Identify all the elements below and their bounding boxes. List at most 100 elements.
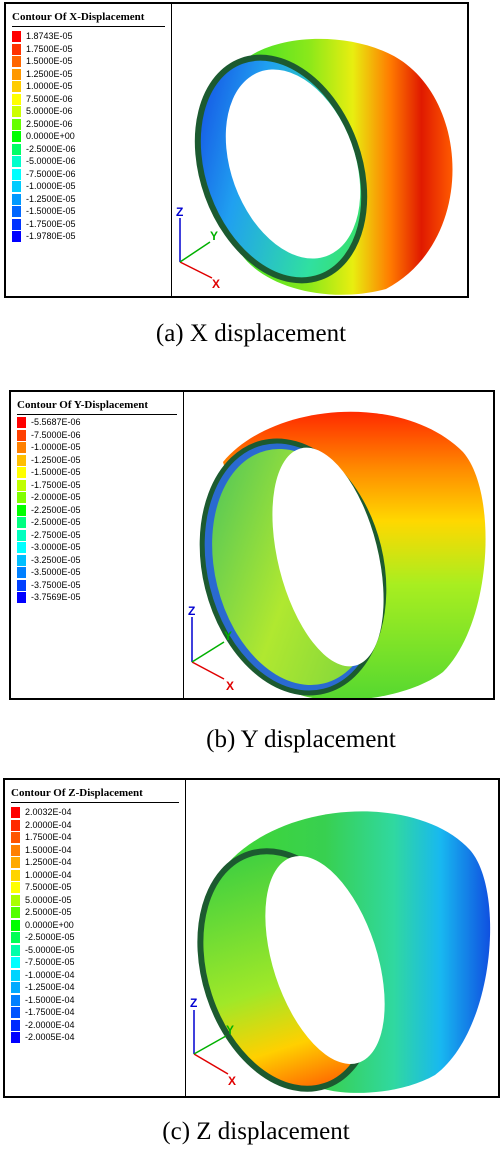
cylinder-y-model	[199, 411, 486, 698]
legend-label: -1.2500E-05	[31, 454, 81, 465]
legend-label: 1.0000E-05	[26, 81, 73, 91]
legend-swatch	[12, 206, 21, 217]
axis-label-z: Z	[190, 996, 197, 1010]
legend-row: -1.2500E-04	[11, 982, 75, 993]
legend-row: 0.0000E+00	[11, 919, 74, 931]
legend-label: 1.7500E-05	[26, 43, 73, 54]
legend-row: -3.7500E-05	[17, 579, 81, 591]
legend-label: -2.7500E-05	[31, 529, 81, 540]
legend-label: 5.0000E-06	[26, 106, 73, 116]
panel-y-displacement: Contour Of Y-Displacement -5.5687E-06 -7.…	[9, 390, 495, 700]
legend-swatch	[11, 969, 20, 981]
legend-label: -3.5000E-05	[31, 567, 81, 577]
legend-swatch	[17, 517, 26, 528]
axes-triad-x: Z Y X	[176, 205, 220, 289]
legend-swatch	[17, 467, 26, 478]
legend-row: -3.7569E-05	[17, 592, 81, 603]
legend-label: -7.5000E-06	[26, 168, 76, 179]
legend-row: -3.5000E-05	[17, 567, 81, 578]
legend-swatch	[11, 832, 20, 843]
cylinder-opening	[225, 69, 361, 259]
legend-swatch	[11, 957, 20, 968]
axes-triad-y: Z Y X	[188, 604, 234, 692]
legend-swatch	[17, 542, 26, 553]
legend-label: -1.5000E-04	[25, 994, 75, 1005]
panel-z-displacement: Contour Of Z-Displacement 2.0032E-04 2.00…	[3, 778, 500, 1098]
legend-row: -2.5000E-05	[11, 932, 75, 943]
cylinder-x-model	[194, 38, 453, 295]
legend-swatch	[17, 454, 26, 466]
legend-swatch	[12, 218, 21, 230]
axis-label-x: X	[226, 679, 234, 692]
legend-label: -1.7500E-04	[25, 1007, 75, 1017]
legend-swatch	[11, 819, 20, 831]
legend-label: 1.7500E-04	[25, 832, 72, 842]
legend-label: 2.5000E-05	[25, 907, 72, 917]
legend-row: -1.0000E-04	[11, 969, 75, 981]
legend-label: -5.5687E-06	[31, 417, 81, 427]
legend-row: -1.2500E-05	[12, 193, 76, 205]
legend-label: -7.5000E-05	[25, 957, 75, 967]
legend-row: 1.0000E-05	[12, 81, 73, 92]
legend-label: 2.0032E-04	[25, 807, 72, 817]
axis-label-y: Y	[210, 229, 218, 243]
legend-swatch	[12, 56, 21, 67]
legend-swatch	[11, 882, 20, 893]
legend-swatch	[11, 994, 20, 1006]
legend-label: 0.0000E+00	[26, 131, 75, 141]
legend-y: Contour Of Y-Displacement -5.5687E-06 -7.…	[11, 392, 184, 698]
legend-row: -7.5000E-06	[12, 168, 76, 180]
legend-row: 5.0000E-05	[11, 894, 72, 906]
axis-label-z: Z	[176, 205, 183, 219]
legend-label: -1.9780E-05	[26, 231, 76, 241]
legend-swatch	[11, 807, 20, 818]
legend-label: -7.5000E-06	[31, 429, 81, 440]
legend-swatch	[11, 1032, 20, 1043]
legend-label: -5.0000E-05	[25, 944, 75, 955]
legend-row: -1.7500E-04	[11, 1007, 75, 1018]
legend-label: -2.2500E-05	[31, 504, 81, 515]
legend-row: -2.5000E-06	[12, 143, 76, 155]
legend-row: -2.5000E-05	[17, 517, 81, 528]
legend-row: 2.5000E-05	[11, 907, 72, 918]
legend-swatch	[12, 181, 21, 192]
legend-swatch	[17, 567, 26, 578]
legend-swatch	[17, 504, 26, 516]
legend-swatch	[12, 43, 21, 55]
legend-label: -1.0000E-04	[25, 969, 75, 980]
cylinder-opening	[272, 447, 384, 667]
legend-row: -3.0000E-05	[17, 542, 81, 553]
legend-swatch	[12, 118, 21, 130]
legend-row: 1.5000E-05	[12, 56, 73, 67]
legend-row: -1.0000E-05	[12, 181, 76, 192]
legend-row: 1.5000E-04	[11, 844, 72, 856]
legend-label: 1.5000E-05	[26, 56, 73, 66]
legend-swatch	[17, 529, 26, 541]
caption-y: (b) Y displacement	[206, 726, 396, 753]
legend-label: -1.2500E-04	[25, 982, 75, 992]
legend-swatch	[11, 932, 20, 943]
axis-label-y: Y	[226, 1023, 234, 1037]
legend-swatch	[11, 857, 20, 868]
legend-title-y: Contour Of Y-Displacement	[17, 399, 148, 411]
legend-row: -2.2500E-05	[17, 504, 81, 516]
legend-swatch	[17, 429, 26, 441]
legend-swatch	[11, 907, 20, 918]
legend-label: -3.7500E-05	[31, 579, 81, 590]
cylinder-opening	[265, 856, 385, 1064]
legend-label: 7.5000E-05	[25, 882, 72, 892]
legend-label: -1.5000E-05	[26, 206, 76, 216]
legend-swatch	[12, 31, 21, 42]
legend-row: -3.2500E-05	[17, 554, 81, 566]
legend-swatch	[12, 143, 21, 155]
legend-x: Contour Of X-Displacement 1.8743E-05 1.75…	[6, 4, 172, 296]
legend-label: -2.0000E-04	[25, 1019, 75, 1030]
legend-swatch	[11, 944, 20, 956]
legend-label: -1.7500E-05	[31, 479, 81, 490]
legend-label: -3.2500E-05	[31, 554, 81, 565]
legend-label: 1.2500E-05	[26, 68, 73, 79]
legend-swatch	[17, 592, 26, 603]
legend-swatch	[11, 1019, 20, 1031]
legend-label: -3.7569E-05	[31, 592, 81, 602]
legend-row: 5.0000E-06	[12, 106, 73, 117]
